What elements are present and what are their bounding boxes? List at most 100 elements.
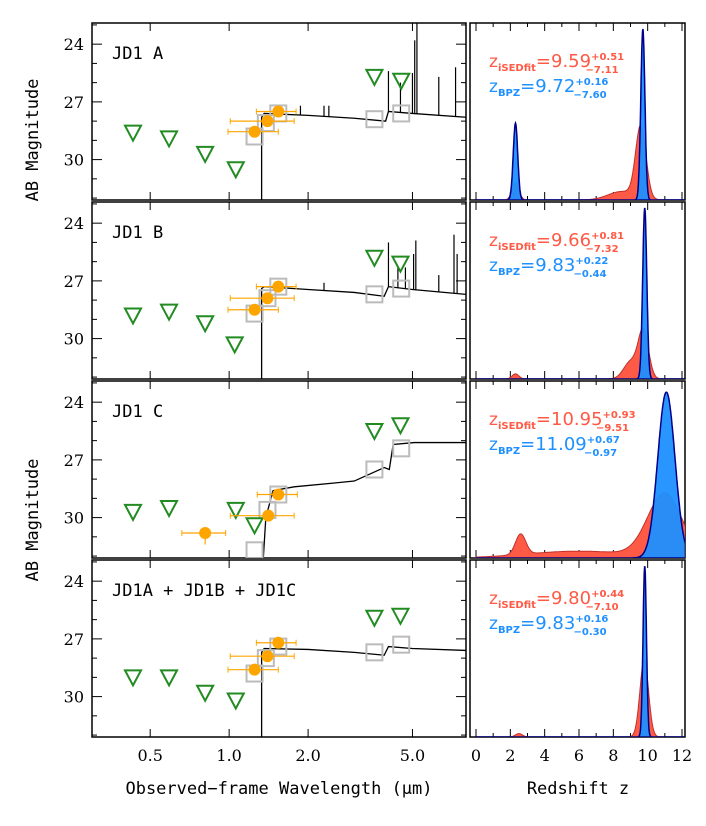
upper-limit-triangle: [226, 161, 246, 180]
z-tick-label: 6: [574, 746, 584, 765]
z-symbol: z: [489, 231, 498, 251]
z-error-upper: +0.93: [603, 410, 636, 421]
z-error-upper: +0.44: [591, 589, 624, 600]
z-error-upper: +0.16: [575, 77, 608, 88]
model-photometry-square: [392, 635, 411, 654]
panel-label: JD1 C: [112, 402, 163, 422]
x-tick-label: 1.0: [216, 746, 241, 765]
detection-point: [248, 125, 261, 138]
upper-limit-triangle: [225, 336, 245, 355]
upper-limit-triangle: [391, 72, 411, 91]
model-photometry-square: [245, 541, 264, 558]
y-tick-label: 27: [64, 451, 84, 470]
model-photometry-square: [365, 643, 384, 662]
z-subscript: iSEDfit: [498, 421, 536, 432]
detection-point: [248, 663, 261, 676]
upper-limit-triangle: [226, 501, 246, 521]
detection-point: [272, 488, 285, 501]
z-tick-label: 10: [637, 746, 657, 765]
z-tick-label: 2: [505, 746, 515, 765]
z-value: =9.59: [536, 51, 591, 72]
upper-limit-triangle: [390, 607, 411, 626]
detection-point: [272, 105, 285, 118]
z-symbol: z: [489, 256, 498, 276]
panel-label: JD1 B: [112, 223, 163, 243]
model-photometry-square: [392, 279, 411, 298]
upper-limit-triangle: [195, 145, 215, 164]
z-error-lower: −0.30: [574, 627, 607, 638]
sed-panel-frame: [91, 201, 467, 380]
z-symbol: z: [489, 589, 498, 609]
model-photometry-square: [392, 104, 411, 123]
z-subscript: BPZ: [498, 267, 520, 278]
bpz-pz-curve: [476, 391, 685, 558]
model-photometry-square: [392, 439, 411, 458]
y-tick-label: 24: [64, 393, 84, 412]
bpz-redshift-annotation: zBPZ=9.72+0.16 −7.60: [489, 76, 608, 101]
z-tick-label: 0: [471, 746, 481, 765]
upper-limit-triangle: [244, 517, 265, 536]
z-value: =10.95: [536, 409, 603, 430]
z-tick-label: 4: [540, 746, 550, 765]
z-subscript: iSEDfit: [498, 600, 536, 611]
isedfit-redshift-annotation: ziSEDfit=9.59+0.51 −7.11: [489, 51, 624, 76]
y-tick-label: 24: [64, 214, 84, 233]
upper-limit-triangle: [159, 499, 179, 519]
upper-limit-triangle: [159, 130, 179, 149]
upper-limit-triangle: [123, 669, 143, 688]
isedfit-redshift-annotation: ziSEDfit=9.66+0.81 −7.32: [489, 230, 624, 255]
detection-point: [261, 650, 274, 663]
z-subscript: iSEDfit: [498, 63, 536, 74]
panel-label: JD1 A: [112, 44, 163, 64]
detection-point: [272, 636, 285, 649]
isedfit-pz-curve: [476, 124, 685, 200]
upper-limit-triangle: [364, 609, 385, 628]
isedfit-pz-curve: [476, 659, 685, 737]
y-tick-label: 27: [64, 272, 84, 291]
z-value: =9.66: [536, 230, 591, 251]
upper-limit-triangle: [364, 68, 385, 87]
z-symbol: z: [489, 410, 498, 430]
z-subscript: BPZ: [498, 625, 520, 636]
sed-panel-frame: [91, 559, 467, 738]
model-spectrum: [260, 110, 466, 200]
model-spectrum: [260, 645, 466, 737]
z-subscript: BPZ: [498, 88, 520, 99]
upper-limit-triangle: [195, 684, 215, 703]
bpz-redshift-annotation: zBPZ=9.83+0.16 −0.30: [489, 613, 608, 638]
pz-area: [476, 207, 685, 379]
panel-label: JD1A + JD1B + JD1C: [112, 581, 296, 601]
pz-area: [476, 566, 685, 737]
y-tick-label: 27: [64, 630, 84, 649]
detection-point: [199, 526, 212, 539]
z-tick-label: 8: [608, 746, 618, 765]
y-tick-label: 30: [64, 509, 84, 528]
z-error-upper: +0.67: [587, 435, 620, 446]
z-value: =9.72: [520, 76, 575, 97]
isedfit-redshift-annotation: ziSEDfit=10.95+0.93 −9.51: [489, 409, 636, 434]
ylabel-bottom: AB Magnitude: [23, 459, 43, 582]
z-error-upper: +0.22: [575, 256, 608, 267]
pz-panel-frame: [469, 559, 686, 738]
z-symbol: z: [489, 52, 498, 72]
pz-area: [475, 391, 685, 558]
z-value: =11.09: [520, 434, 587, 455]
z-error-lower: −0.97: [584, 448, 617, 459]
y-tick-label: 27: [64, 93, 84, 112]
y-tick-label: 30: [64, 151, 84, 170]
z-tick-label: 12: [672, 746, 692, 765]
isedfit-redshift-annotation: ziSEDfit=9.80+0.44 −7.10: [489, 588, 624, 613]
z-error-upper: +0.51: [591, 52, 624, 63]
upper-limit-triangle: [226, 692, 246, 711]
detection-point: [262, 509, 275, 522]
z-error-lower: −7.60: [574, 90, 607, 101]
z-symbol: z: [489, 614, 498, 634]
xlabel-wavelength: Observed−frame Wavelength (μm): [125, 779, 432, 799]
sed-panel-frame: [91, 22, 467, 201]
xlabel-redshift: Redshift z: [527, 779, 629, 799]
